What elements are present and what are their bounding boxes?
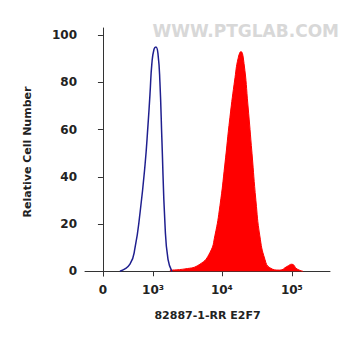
svg-text:40: 40 [60, 170, 77, 184]
svg-text:10⁵: 10⁵ [281, 283, 303, 297]
svg-text:0: 0 [69, 264, 77, 278]
svg-text:10⁴: 10⁴ [211, 283, 233, 297]
svg-text:10³: 10³ [142, 283, 164, 297]
svg-text:0: 0 [99, 283, 107, 297]
svg-text:100: 100 [52, 28, 77, 42]
svg-text:20: 20 [60, 217, 77, 231]
svg-text:WWW.PTGLAB.COM: WWW.PTGLAB.COM [152, 21, 339, 41]
svg-text:82887-1-RR E2F7: 82887-1-RR E2F7 [154, 309, 260, 322]
svg-text:60: 60 [60, 123, 77, 137]
svg-text:80: 80 [60, 75, 77, 89]
svg-text:Relative Cell Number: Relative Cell Number [21, 86, 34, 217]
